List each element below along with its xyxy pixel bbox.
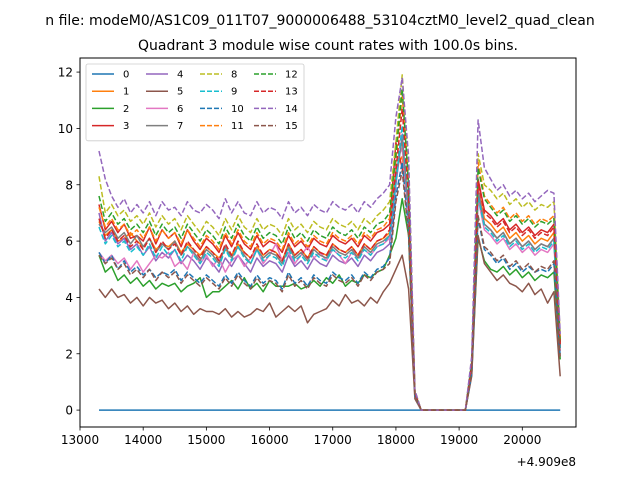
y-tick-label: 10 [58, 122, 73, 136]
legend-label-4: 4 [177, 70, 183, 81]
series-line-7 [98, 138, 561, 411]
y-tick-label: 0 [65, 404, 73, 418]
series-line-14 [98, 76, 561, 411]
legend-label-1: 1 [123, 87, 129, 98]
x-tick-label: 19000 [440, 433, 478, 447]
legend-label-10: 10 [231, 104, 244, 115]
series-line-15 [98, 169, 561, 411]
series-line-11 [98, 93, 561, 411]
legend-label-13: 13 [285, 87, 298, 98]
legend-label-14: 14 [285, 104, 298, 115]
series-line-5 [98, 234, 561, 411]
x-tick-label: 14000 [124, 433, 162, 447]
x-axis: 13000 14000 15000 16000 17000 18000 19000 20000 [61, 427, 541, 447]
y-tick-label: 8 [65, 178, 73, 192]
x-tick-label: 18000 [377, 433, 415, 447]
y-tick-label: 4 [65, 291, 73, 305]
series-line-12 [98, 88, 561, 411]
chart-title: Quadrant 3 module wise count rates with … [138, 38, 518, 54]
legend-label-6: 6 [177, 104, 183, 115]
series-line-13 [98, 107, 561, 411]
legend-label-5: 5 [177, 87, 183, 98]
legend-label-9: 9 [231, 87, 237, 98]
series-line-10 [98, 161, 561, 411]
x-tick-label: 20000 [503, 433, 541, 447]
y-tick-label: 12 [58, 66, 73, 80]
legend-label-0: 0 [123, 70, 129, 81]
series-layer [98, 74, 561, 411]
legend-label-12: 12 [285, 70, 298, 81]
x-tick-label: 15000 [187, 433, 225, 447]
legend-label-15: 15 [285, 121, 298, 132]
x-tick-label: 13000 [61, 433, 99, 447]
series-line-8 [98, 74, 561, 411]
series-line-9 [98, 124, 561, 411]
legend-label-2: 2 [123, 104, 129, 115]
legend-label-7: 7 [177, 121, 183, 132]
x-tick-label: 17000 [314, 433, 352, 447]
figure-suptitle: n file: modeM0/AS1C09_011T07_9000006488_… [45, 13, 594, 29]
legend-frame [85, 63, 305, 142]
legend-label-3: 3 [123, 121, 129, 132]
y-tick-label: 2 [65, 347, 73, 361]
legend-label-11: 11 [231, 121, 244, 132]
x-axis-offset-label: +4.909e8 [517, 455, 576, 469]
legend-label-8: 8 [231, 70, 237, 81]
x-tick-label: 16000 [250, 433, 288, 447]
y-tick-label: 6 [65, 235, 73, 249]
y-axis: 0 2 4 6 8 10 12 [58, 66, 80, 418]
plot-frame [79, 57, 577, 428]
